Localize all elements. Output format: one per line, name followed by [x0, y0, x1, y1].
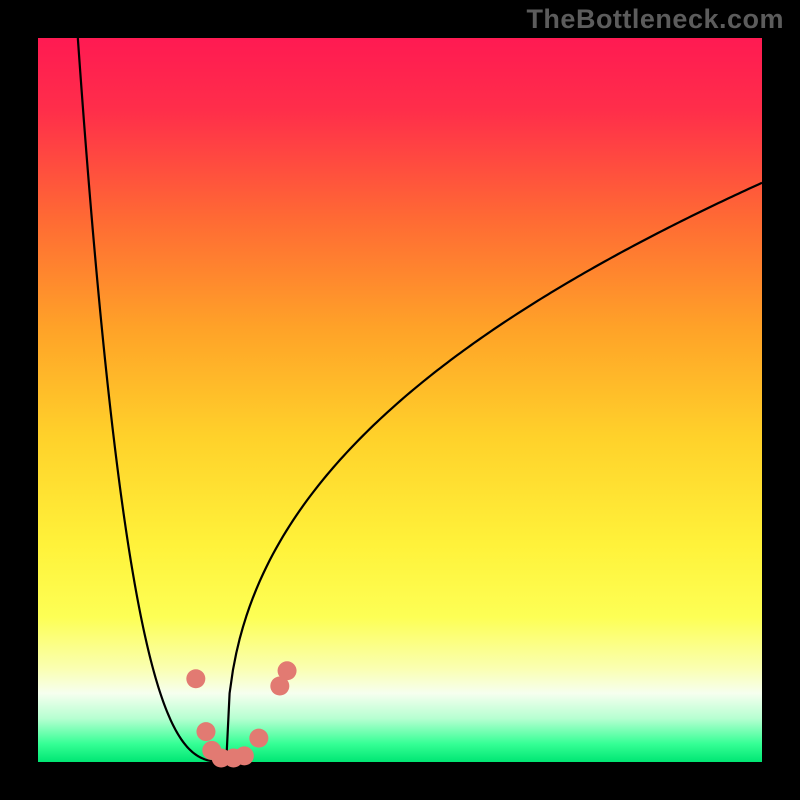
bottleneck-curve	[78, 38, 762, 762]
watermark-text: TheBottleneck.com	[526, 4, 784, 35]
chart-container: TheBottleneck.com	[0, 0, 800, 800]
marker-point	[235, 746, 254, 765]
plot-area	[38, 38, 762, 762]
marker-point	[196, 722, 215, 741]
marker-point	[249, 729, 268, 748]
marker-point	[278, 661, 297, 680]
curve-layer	[38, 38, 762, 762]
marker-point	[186, 669, 205, 688]
